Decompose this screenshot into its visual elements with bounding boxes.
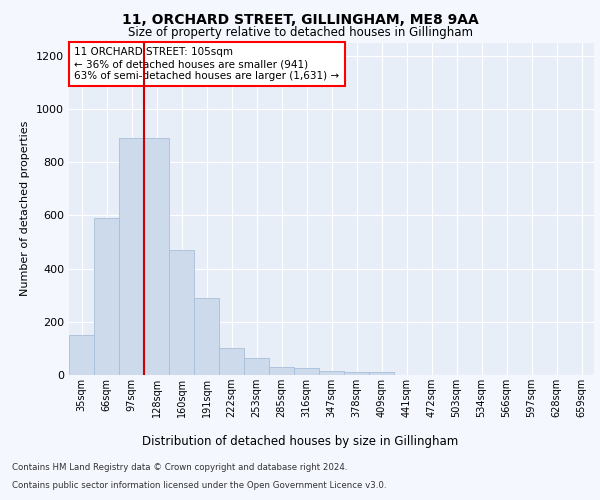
Bar: [119, 138, 144, 375]
Bar: [244, 358, 269, 375]
Bar: [94, 218, 119, 375]
Bar: [144, 138, 169, 375]
Bar: [69, 335, 94, 375]
Text: Distribution of detached houses by size in Gillingham: Distribution of detached houses by size …: [142, 435, 458, 448]
Bar: [219, 348, 244, 375]
Bar: [169, 250, 194, 375]
Bar: [344, 372, 369, 375]
Text: Contains public sector information licensed under the Open Government Licence v3: Contains public sector information licen…: [12, 481, 386, 490]
Bar: [194, 298, 219, 375]
Bar: [294, 368, 319, 375]
Text: Size of property relative to detached houses in Gillingham: Size of property relative to detached ho…: [128, 26, 473, 39]
Bar: [369, 372, 394, 375]
Bar: [319, 371, 344, 375]
Y-axis label: Number of detached properties: Number of detached properties: [20, 121, 31, 296]
Text: 11 ORCHARD STREET: 105sqm
← 36% of detached houses are smaller (941)
63% of semi: 11 ORCHARD STREET: 105sqm ← 36% of detac…: [74, 48, 340, 80]
Bar: [269, 367, 294, 375]
Text: Contains HM Land Registry data © Crown copyright and database right 2024.: Contains HM Land Registry data © Crown c…: [12, 464, 347, 472]
Text: 11, ORCHARD STREET, GILLINGHAM, ME8 9AA: 11, ORCHARD STREET, GILLINGHAM, ME8 9AA: [122, 12, 478, 26]
